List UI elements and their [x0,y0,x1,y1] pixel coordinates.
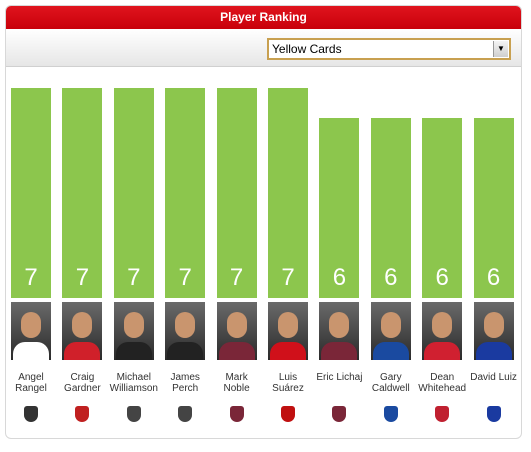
club-badge [332,406,347,422]
value-label: 7 [229,264,244,291]
face [226,312,247,338]
face [329,312,350,338]
club-badge [229,406,244,422]
bar [319,118,360,298]
dropdown-text: Yellow Cards [272,42,342,56]
player-name: Angel Rangel [15,372,47,394]
shirt [167,342,204,360]
player-photo [113,302,154,360]
bar [216,88,257,298]
club-badge [281,406,295,422]
player-photo [473,302,514,360]
bar [370,118,411,298]
value-label: 7 [281,264,295,291]
dropdown-arrow[interactable]: ▼ [493,41,508,57]
player-name: Dean Whitehead [418,372,467,394]
face [483,312,504,338]
club-badge [75,406,90,422]
player-name: Luis Suárez [272,372,304,394]
club-badge [24,406,38,422]
value-label: 7 [127,264,141,291]
face [21,312,41,338]
bar [473,118,514,298]
player-photo [319,302,360,360]
shirt [270,342,306,360]
shirt [64,342,101,360]
value-label: 6 [384,264,398,291]
value-label: 6 [486,264,501,291]
shirt [372,342,409,360]
value-label: 7 [178,264,192,291]
club-badge [383,406,398,422]
bar [268,88,308,298]
face [432,312,453,338]
toolbar: Yellow Cards ▼ [6,29,521,67]
shirt [218,342,255,360]
face [175,312,196,338]
shirt [475,342,512,360]
club-badge [435,406,450,422]
player-name: Craig Gardner [64,372,101,394]
shirt [115,342,152,360]
face [72,312,93,338]
club-badge [486,406,501,422]
player-name: Mark Noble [223,372,250,394]
shirt [13,342,49,360]
value-label: 6 [332,264,347,291]
bar [113,88,154,298]
player-photo [370,302,411,360]
shirt [321,342,358,360]
player-name: Michael Williamson [109,372,158,394]
value-label: 7 [75,264,90,291]
player-photo [216,302,257,360]
player-name: David Luiz [470,372,517,383]
value-label: 7 [24,264,38,291]
bar [11,88,51,298]
widget-title: Player Ranking [6,6,521,29]
player-photo [11,302,51,360]
face [123,312,144,338]
bar [62,88,103,298]
player-name: Eric Lichaj [316,372,363,383]
club-badge [178,406,193,422]
player-name: James Perch [170,372,200,394]
player-name: Gary Caldwell [371,372,410,394]
shirt [424,342,461,360]
player-photo [268,302,308,360]
stat-dropdown[interactable]: Yellow Cards ▼ [267,38,511,60]
player-photo [165,302,206,360]
bar [422,118,463,298]
club-badge [126,406,141,422]
widget: Player Ranking Yellow Cards ▼ 7 Angel Rang… [5,5,522,439]
bar [165,88,206,298]
face [278,312,298,338]
player-photo [422,302,463,360]
value-label: 6 [435,264,449,291]
player-photo [62,302,103,360]
face [380,312,401,338]
